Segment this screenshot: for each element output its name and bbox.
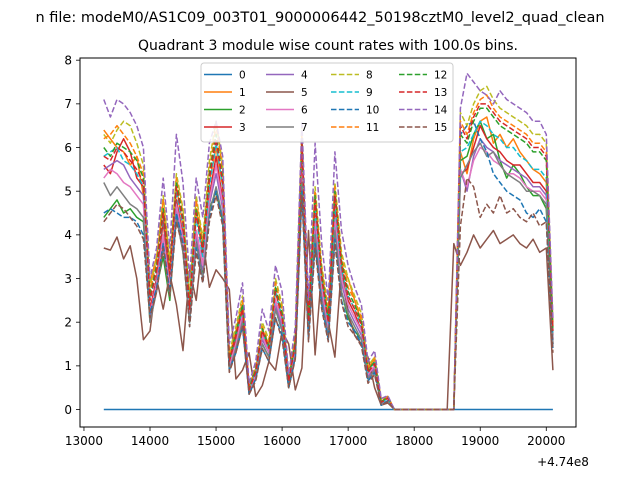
- legend-label-0: 0: [239, 69, 246, 81]
- x-tick-label: 19000: [461, 434, 499, 448]
- y-tick-label: 6: [64, 141, 72, 155]
- x-tick-label: 18000: [395, 434, 433, 448]
- x-tick-label: 14000: [131, 434, 169, 448]
- y-tick-label: 1: [64, 359, 72, 373]
- legend-label-7: 7: [301, 122, 308, 134]
- legend-label-6: 6: [301, 104, 308, 116]
- y-tick-label: 8: [64, 53, 72, 67]
- y-tick-label: 2: [64, 315, 72, 329]
- x-tick-label: 13000: [65, 434, 103, 448]
- y-tick-label: 0: [64, 403, 72, 417]
- x-offset-label: +4.74e8: [537, 455, 589, 469]
- plot-frame: [79, 57, 577, 428]
- legend-label-12: 12: [434, 69, 447, 81]
- legend-label-10: 10: [366, 104, 379, 116]
- legend-label-1: 1: [239, 87, 246, 99]
- x-tick-label: 15000: [197, 434, 235, 448]
- legend-label-9: 9: [366, 87, 373, 99]
- series-line-9: [103, 120, 554, 411]
- y-tick-label: 5: [64, 184, 72, 198]
- x-tick-label: 17000: [329, 434, 367, 448]
- legend-label-15: 15: [434, 122, 447, 134]
- y-axis: 0 1 2 3 4 5 6 7 8: [64, 53, 80, 417]
- legend-label-2: 2: [239, 104, 246, 116]
- legend-label-13: 13: [434, 87, 447, 99]
- x-axis: 13000 14000 15000 16000 17000 18000 19000 20000: [65, 427, 565, 448]
- legend-label-5: 5: [301, 87, 308, 99]
- y-tick-label: 7: [64, 97, 72, 111]
- x-tick-label: 16000: [263, 434, 301, 448]
- series-line-15: [103, 177, 554, 411]
- legend-label-8: 8: [366, 69, 373, 81]
- y-tick-label: 4: [64, 228, 72, 242]
- figure-suptitle: n file: modeM0/AS1C09_003T01_9000006442_…: [35, 10, 604, 26]
- legend-label-4: 4: [301, 69, 308, 81]
- series-line-14: [103, 72, 554, 411]
- legend-label-14: 14: [434, 104, 448, 116]
- x-tick-label: 20000: [527, 434, 565, 448]
- chart-title: Quadrant 3 module wise count rates with …: [138, 38, 518, 54]
- series-line-13: [103, 103, 554, 411]
- y-tick-label: 3: [64, 272, 72, 286]
- legend-label-11: 11: [366, 122, 379, 134]
- series-line-8: [103, 85, 554, 411]
- legend-label-3: 3: [239, 122, 246, 134]
- series-layer: [103, 72, 554, 411]
- legend-frame: [200, 62, 454, 143]
